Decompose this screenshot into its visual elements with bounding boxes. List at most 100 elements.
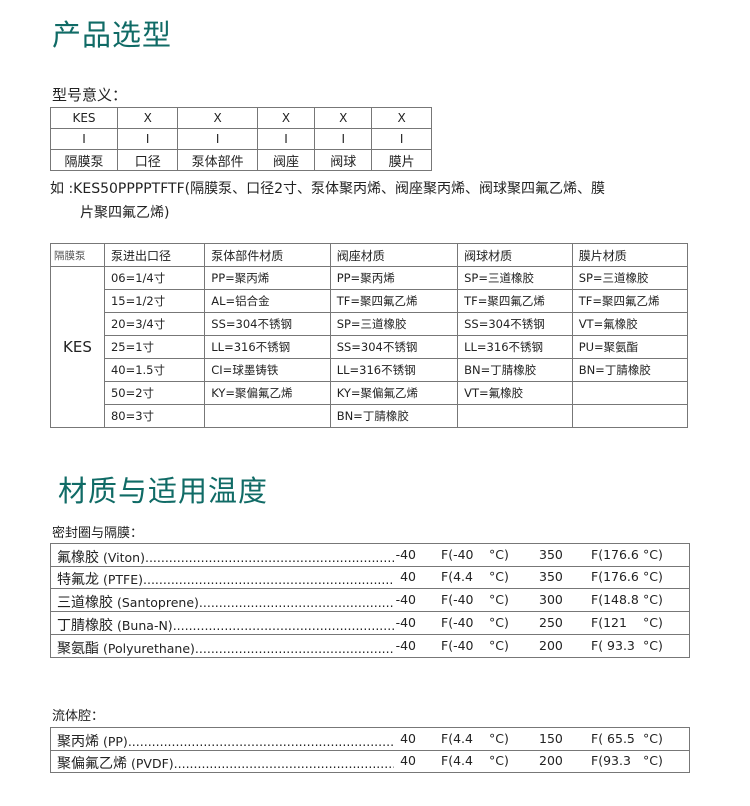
model-table-cell: 隔膜泵 [49, 149, 119, 171]
model-table-cell: I [49, 128, 119, 150]
material-name: 丁腈橡胶 (Buna-N)...........................… [57, 618, 397, 634]
unit-c: °C) [489, 592, 509, 607]
max-temp-f: 250 [539, 615, 563, 630]
model-table-row: 隔膜泵 口径 泵体部件 阀座 阀球 膜片 [49, 149, 432, 171]
model-table-cell: KES [49, 107, 119, 129]
material-row: 三道橡胶 (Santoprene).......................… [50, 589, 690, 612]
unit-c: °C) [489, 753, 509, 768]
spec-row: 20=3/4寸 SS=304不锈钢 SP=三道橡胶 SS=304不锈钢 VT=氟橡胶 [51, 312, 689, 336]
spec-header-cell: 隔膜泵 [50, 243, 105, 267]
spec-cell: VT=氟橡胶 [571, 312, 689, 336]
seal-label: 密封圈与隔膜： [52, 526, 144, 541]
model-table-cell: 泵体部件 [177, 149, 258, 171]
unit-c: °C) [489, 638, 509, 653]
material-row: 聚偏氟乙烯 (PVDF)............................… [50, 750, 690, 773]
model-table-cell: X [256, 107, 316, 129]
section-title-selection: 产品选型 [52, 18, 173, 52]
max-temp-c: F(121 [591, 615, 627, 630]
material-row: 丁腈橡胶 (Buna-N)...........................… [50, 612, 690, 635]
spec-cell: PU=聚氨酯 [571, 335, 689, 359]
unit-c: °C) [643, 731, 663, 746]
spec-cell: LL=316不锈钢 [204, 335, 331, 359]
model-table-cell: 阀座 [256, 149, 316, 171]
min-temp-f: 40 [394, 753, 416, 768]
material-name: 特氟龙 (PTFE)..............................… [57, 572, 397, 588]
spec-cell [457, 404, 573, 428]
material-name: 聚偏氟乙烯 (PVDF)............................… [57, 756, 397, 772]
model-table-cell: I [256, 128, 316, 150]
max-temp-c: F( 65.5 [591, 731, 635, 746]
model-table-cell: X [371, 107, 432, 129]
spec-cell: BN=丁腈橡胶 [457, 358, 573, 382]
min-temp-f: 40 [394, 569, 416, 584]
min-temp-c: F(-40 [441, 615, 474, 630]
spec-header-cell: 泵体部件材质 [204, 243, 331, 267]
spec-row: 40=1.5寸 CI=球墨铸铁 LL=316不锈钢 BN=丁腈橡胶 BN=丁腈橡胶 [51, 358, 689, 382]
min-temp-c: F(4.4 [441, 731, 473, 746]
spec-cell: SS=304不锈钢 [457, 312, 573, 336]
unit-c: °C) [489, 731, 509, 746]
unit-c: °C) [489, 615, 509, 630]
unit-c: °C) [489, 547, 509, 562]
max-temp-f: 300 [539, 592, 563, 607]
material-name: 氟橡胶 (Viton).............................… [57, 550, 397, 566]
spec-row: 50=2寸 KY=聚偏氟乙烯 KY=聚偏氟乙烯 VT=氟橡胶 [51, 381, 689, 405]
model-table-cell: 阀球 [314, 149, 373, 171]
min-temp-f: -40 [394, 547, 416, 562]
min-temp-c: F(4.4 [441, 569, 473, 584]
spec-header-cell: 泵进出口径 [103, 243, 206, 267]
model-meaning-table: KES X X X X X I I I I I I 隔膜泵 口径 泵体部件 阀座 阀球 膜片 [49, 107, 432, 171]
unit-c: °C) [643, 615, 663, 630]
spec-cell: KY=聚偏氟乙烯 [204, 381, 331, 405]
max-temp-f: 350 [539, 569, 563, 584]
max-temp-c: F( 93.3 [591, 638, 635, 653]
max-temp-c: F(148.8 [591, 592, 639, 607]
spec-cell: SS=304不锈钢 [329, 335, 459, 359]
spec-cell: 80=3寸 [103, 404, 206, 428]
spec-model-cell: KES [50, 266, 105, 428]
max-temp-c: F(176.6 [591, 569, 639, 584]
spec-cell: SP=三道橡胶 [571, 266, 689, 290]
model-meaning-label: 型号意义： [52, 86, 128, 104]
fluid-label: 流体腔： [52, 709, 105, 724]
min-temp-f: 40 [394, 731, 416, 746]
section-title-materials: 材质与适用温度 [58, 474, 269, 508]
spec-header-cell: 膜片材质 [571, 243, 689, 267]
example-line-1: 如 :KES50PPPPTFTF(隔膜泵、口径2寸、泵体聚丙烯、阀座聚丙烯、阀球… [50, 181, 605, 197]
spec-cell [204, 404, 331, 428]
spec-cell: CI=球墨铸铁 [204, 358, 331, 382]
material-name: 三道橡胶 (Santoprene).......................… [57, 595, 397, 611]
model-table-cell: X [117, 107, 179, 129]
model-table-row: KES X X X X X [49, 107, 432, 129]
unit-c: °C) [643, 638, 663, 653]
spec-cell: TF=聚四氟乙烯 [571, 289, 689, 313]
unit-c: °C) [489, 569, 509, 584]
min-temp-c: F(4.4 [441, 753, 473, 768]
spec-cell: BN=丁腈橡胶 [571, 358, 689, 382]
unit-c: °C) [643, 753, 663, 768]
spec-row: 80=3寸 BN=丁腈橡胶 [51, 404, 689, 428]
spec-cell: PP=聚丙烯 [204, 266, 331, 290]
model-table-cell: I [117, 128, 179, 150]
spec-header-cell: 阀球材质 [457, 243, 573, 267]
spec-cell: TF=聚四氟乙烯 [329, 289, 459, 313]
material-name: 聚丙烯 (PP)................................… [57, 734, 397, 750]
spec-cell [571, 404, 689, 428]
spec-cell: LL=316不锈钢 [457, 335, 573, 359]
max-temp-f: 200 [539, 753, 563, 768]
max-temp-c: F(176.6 [591, 547, 639, 562]
spec-row: 25=1寸 LL=316不锈钢 SS=304不锈钢 LL=316不锈钢 PU=聚氨酯 [51, 335, 689, 359]
model-table-cell: I [314, 128, 373, 150]
min-temp-f: -40 [394, 638, 416, 653]
spec-cell: SP=三道橡胶 [457, 266, 573, 290]
min-temp-f: -40 [394, 592, 416, 607]
model-table-cell: X [314, 107, 373, 129]
spec-cell: SS=304不锈钢 [204, 312, 331, 336]
max-temp-c: F(93.3 [591, 753, 631, 768]
model-table-cell: 口径 [117, 149, 179, 171]
spec-cell: BN=丁腈橡胶 [329, 404, 459, 428]
spec-cell: 15=1/2寸 [103, 289, 206, 313]
material-row: 聚氨酯 (Polyurethane)......................… [50, 635, 690, 658]
spec-cell: SP=三道橡胶 [329, 312, 459, 336]
